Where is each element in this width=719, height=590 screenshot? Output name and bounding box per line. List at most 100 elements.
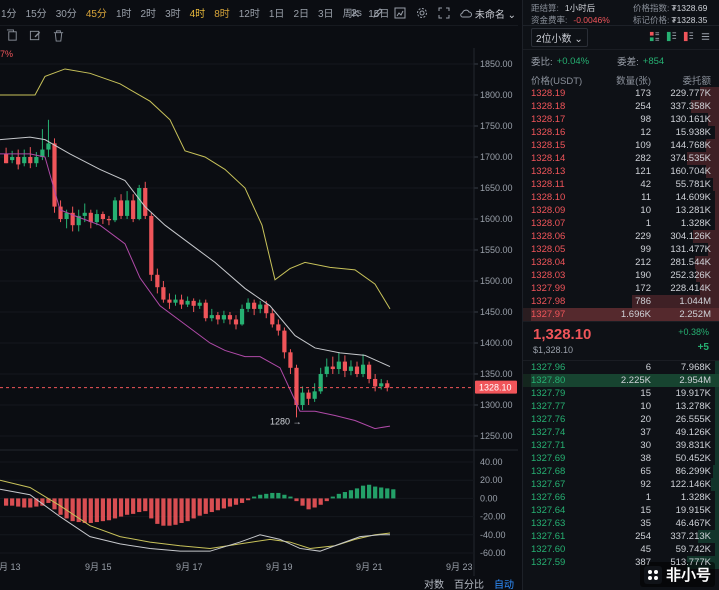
last-price: 1,328.10 xyxy=(533,326,592,343)
ask-row[interactable]: 1327.98 786 1.044M xyxy=(523,295,719,308)
bid-row[interactable]: 1327.68 65 86.299K xyxy=(523,465,719,478)
ask-row[interactable]: 1328.07 1 1.328K xyxy=(523,217,719,230)
bid-row[interactable]: 1327.66 1 1.328K xyxy=(523,491,719,504)
ask-row[interactable]: 1328.05 99 131.477K xyxy=(523,243,719,256)
macd-histogram-bar xyxy=(88,498,93,523)
bid-total: 1.328K xyxy=(680,492,711,503)
ask-row[interactable]: 1328.19 173 229.777K xyxy=(523,87,719,100)
pen-icon[interactable] xyxy=(372,7,384,19)
indicator-icon[interactable] xyxy=(394,7,406,19)
candle-body xyxy=(58,206,63,219)
candle-body xyxy=(40,149,45,157)
auto-scale-toggle[interactable]: 自动 xyxy=(494,579,514,590)
ask-row[interactable]: 1328.11 42 55.781K xyxy=(523,178,719,191)
macd-histogram-bar xyxy=(318,498,323,505)
price-tick-label: 1650.00 xyxy=(480,183,513,193)
asks-view-icon[interactable] xyxy=(683,31,694,45)
ask-row[interactable]: 1328.09 10 13.281K xyxy=(523,204,719,217)
bid-price: 1327.76 xyxy=(531,414,566,425)
ask-row[interactable]: 1327.97 1.696K 2.252M xyxy=(523,308,719,321)
timeframe-1日[interactable]: 1日 xyxy=(268,9,285,20)
candle-body xyxy=(34,157,39,164)
ask-total: 13.281K xyxy=(675,205,711,216)
more-icon[interactable] xyxy=(700,31,711,45)
macd-histogram-bar xyxy=(239,498,245,503)
kline-chart[interactable]: 1850.00 1800.00 1750.00 1700.00 1650.00 1600.… xyxy=(0,48,518,576)
bid-total: 2.954M xyxy=(679,375,711,386)
layout-select[interactable]: 未命名 ⌄ xyxy=(460,6,516,21)
timeframe-1时[interactable]: 1时 xyxy=(115,9,132,20)
bid-row[interactable]: 1327.63 35 46.467K xyxy=(523,517,719,530)
macd-histogram-bar xyxy=(10,498,15,506)
trash-icon[interactable] xyxy=(52,29,65,45)
percent-scale-toggle[interactable]: 百分比 xyxy=(454,579,484,590)
bid-row[interactable]: 1327.74 37 49.126K xyxy=(523,426,719,439)
both-view-icon[interactable] xyxy=(649,31,660,45)
timeframe-周K[interactable]: 周K xyxy=(342,9,360,20)
chart-canvas[interactable]: 1850.00 1800.00 1750.00 1700.00 1650.00 1600.… xyxy=(0,48,518,576)
macd-histogram-bar xyxy=(215,498,220,511)
bid-row[interactable]: 1327.76 20 26.555K xyxy=(523,413,719,426)
timeframe-15分[interactable]: 15分 xyxy=(25,9,47,20)
bid-row[interactable]: 1327.59 387 513.777K xyxy=(523,556,719,569)
ask-row[interactable]: 1328.18 254 337.358K xyxy=(523,100,719,113)
bids-view-icon[interactable] xyxy=(666,31,677,45)
timeframe-30分[interactable]: 30分 xyxy=(55,9,77,20)
bid-row[interactable]: 1327.69 38 50.452K xyxy=(523,452,719,465)
ask-row[interactable]: 1328.15 109 144.768K xyxy=(523,139,719,152)
timeframe-2日[interactable]: 2日 xyxy=(293,9,309,20)
bid-row[interactable]: 1327.67 92 122.146K xyxy=(523,478,719,491)
timeframe-3时[interactable]: 3时 xyxy=(165,9,181,20)
bid-row[interactable]: 1327.96 6 7.968K xyxy=(523,361,719,374)
bid-row[interactable]: 1327.79 15 19.917K xyxy=(523,387,719,400)
bid-row[interactable]: 1327.60 45 59.742K xyxy=(523,543,719,556)
bid-row[interactable]: 1327.77 10 13.278K xyxy=(523,400,719,413)
candle-body xyxy=(22,157,27,164)
ask-total: 160.704K xyxy=(670,166,711,177)
timeframe-4时[interactable]: 4时 xyxy=(189,9,206,20)
timeframe-2时[interactable]: 2时 xyxy=(140,9,157,20)
order-ratio: 委比: +0.04% 委差: +854 xyxy=(531,55,665,69)
candle-body xyxy=(143,188,148,216)
timeframe-1分[interactable]: 1分 xyxy=(1,9,17,20)
timeframe-12时[interactable]: 12时 xyxy=(238,9,260,20)
candle-body xyxy=(112,200,118,221)
ask-amount: 190 xyxy=(635,270,651,281)
candle-body xyxy=(82,212,87,216)
ask-row[interactable]: 1328.10 11 14.609K xyxy=(523,191,719,204)
bid-total: 513.777K xyxy=(670,557,711,568)
candle-body xyxy=(276,324,281,331)
interval-2s[interactable]: 2s xyxy=(351,7,362,19)
timeframe-8时[interactable]: 8时 xyxy=(214,9,230,20)
depth-bar xyxy=(707,243,719,256)
decimals-select[interactable]: 2位小数 ⌄ xyxy=(531,28,588,47)
edit-icon[interactable] xyxy=(29,29,42,45)
ask-row[interactable]: 1328.03 190 252.326K xyxy=(523,269,719,282)
timeframe-45分[interactable]: 45分 xyxy=(85,9,107,20)
candle-body xyxy=(233,319,239,325)
log-scale-toggle[interactable]: 对数 xyxy=(424,579,444,590)
ask-row[interactable]: 1328.06 229 304.126K xyxy=(523,230,719,243)
bid-row[interactable]: 1327.71 30 39.831K xyxy=(523,439,719,452)
fullscreen-icon[interactable] xyxy=(438,7,450,19)
copy-icon[interactable] xyxy=(6,29,19,45)
timeframe-3日[interactable]: 3日 xyxy=(318,9,334,20)
candle-body xyxy=(342,361,347,371)
ask-list: 1328.19 173 229.777K 1328.18 254 337.358K 1328… xyxy=(523,87,719,321)
logo: 非小号 xyxy=(639,562,715,587)
ask-row[interactable]: 1328.16 12 15.938K xyxy=(523,126,719,139)
macd-tick-label: -60.00 xyxy=(480,548,506,558)
bid-amount: 45 xyxy=(640,544,651,555)
ask-total: 228.414K xyxy=(670,283,711,294)
ask-row[interactable]: 1327.99 172 228.414K xyxy=(523,282,719,295)
macd-histogram-bar xyxy=(246,498,251,501)
ask-row[interactable]: 1328.04 212 281.544K xyxy=(523,256,719,269)
bid-row[interactable]: 1327.61 254 337.213K xyxy=(523,530,719,543)
bid-row[interactable]: 1327.80 2.225K 2.954M xyxy=(523,374,719,387)
bid-row[interactable]: 1327.64 15 19.915K xyxy=(523,504,719,517)
ask-row[interactable]: 1328.17 98 130.161K xyxy=(523,113,719,126)
settings-icon[interactable] xyxy=(416,7,428,19)
ask-row[interactable]: 1328.14 282 374.535K xyxy=(523,152,719,165)
ask-row[interactable]: 1328.13 121 160.704K xyxy=(523,165,719,178)
macd-histogram-bar xyxy=(336,493,341,499)
